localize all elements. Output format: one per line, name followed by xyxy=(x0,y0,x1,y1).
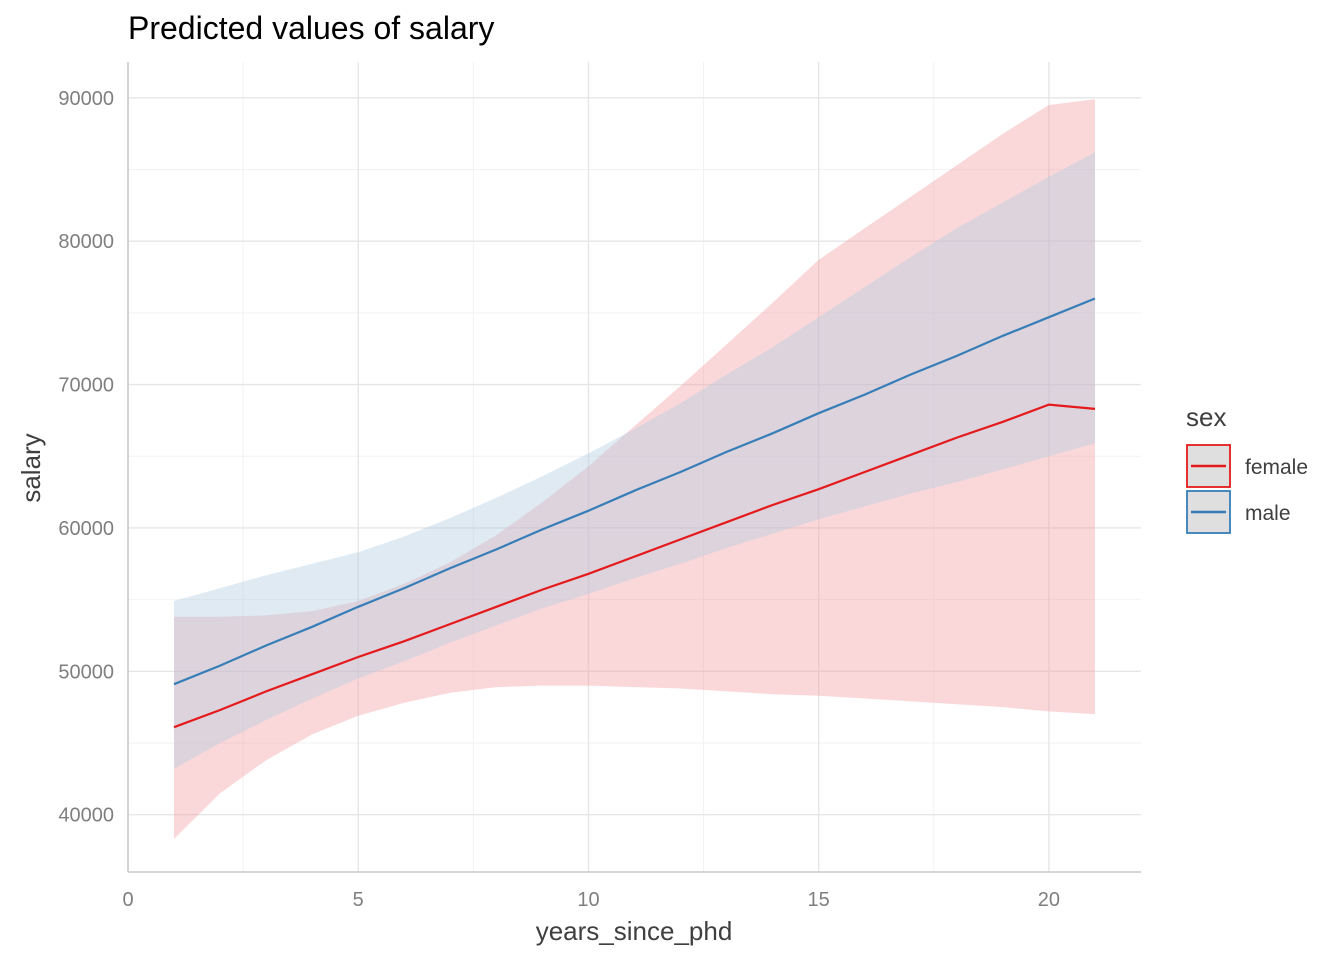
major-gridlines xyxy=(127,62,1141,872)
axis-lines xyxy=(127,62,1141,873)
prediction-lines xyxy=(173,297,1096,729)
x-tick-label: 20 xyxy=(1038,889,1060,911)
y-tick-label: 70000 xyxy=(58,375,114,397)
x-tick-label: 15 xyxy=(808,889,830,911)
legend-label-male: male xyxy=(1245,502,1291,525)
x-tick-label: 5 xyxy=(353,889,364,911)
x-axis-title: years_since_phd xyxy=(536,916,733,946)
y-tick-label: 50000 xyxy=(58,661,114,683)
legend-item-female: female xyxy=(1186,444,1308,488)
y-tick-labels: 40000 50000 60000 70000 80000 90000 xyxy=(58,88,114,827)
confidence-bands xyxy=(174,99,1095,840)
prediction-line-female xyxy=(173,403,1096,729)
x-tick-label: 10 xyxy=(577,889,599,911)
legend-label-female: female xyxy=(1245,456,1308,479)
y-tick-label: 40000 xyxy=(58,805,114,827)
chart-title: Predicted values of salary xyxy=(128,10,495,46)
y-tick-label: 60000 xyxy=(58,518,114,540)
legend-item-male: male xyxy=(1186,490,1291,534)
legend-title: sex xyxy=(1186,402,1226,432)
y-tick-label: 80000 xyxy=(58,231,114,253)
minor-gridlines xyxy=(128,62,1141,872)
x-tick-labels: 0 5 10 15 20 xyxy=(122,889,1060,911)
legend: sex female male xyxy=(1186,402,1308,534)
confidence-band-male xyxy=(174,152,1095,769)
y-axis-title: salary xyxy=(16,433,46,502)
confidence-band-female xyxy=(174,99,1095,840)
y-tick-label: 90000 xyxy=(58,88,114,110)
x-tick-label: 0 xyxy=(122,889,133,911)
prediction-line-male xyxy=(173,297,1096,686)
